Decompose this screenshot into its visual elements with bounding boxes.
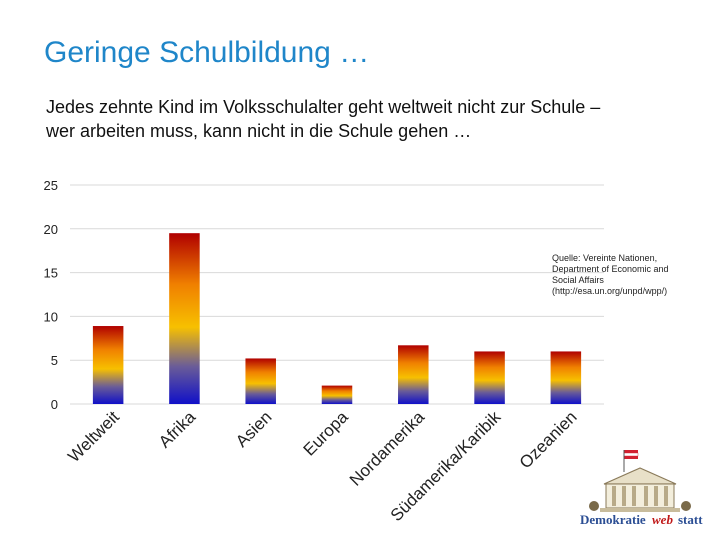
- logo-text-left: Demokratie: [580, 512, 646, 527]
- grid-layer: [70, 184, 604, 405]
- y-tick-label: 15: [44, 266, 58, 281]
- subtitle-line-1: Jedes zehnte Kind im Volksschulalter geh…: [46, 97, 601, 117]
- source-line: Social Affairs: [552, 275, 604, 285]
- bar-layer: [92, 233, 582, 404]
- x-tick-label: Afrika: [155, 407, 200, 452]
- bar-nordamerika: [398, 345, 429, 404]
- source-note: Quelle: Vereinte Nationen, Department of…: [552, 253, 702, 297]
- y-axis-ticks: 0 5 10 15 20 25: [44, 178, 58, 412]
- logo-text-right: statt: [678, 512, 703, 527]
- y-tick-label: 5: [51, 353, 58, 368]
- y-tick-label: 0: [51, 397, 58, 412]
- bar-afrika: [169, 233, 200, 404]
- source-line: (http://esa.un.org/unpd/wpp/): [552, 286, 668, 296]
- source-line: Quelle: Vereinte Nationen,: [552, 253, 658, 263]
- logo-text-mid: web: [652, 512, 673, 527]
- parliament-building-icon: [589, 450, 691, 512]
- x-tick-label: Weltweit: [64, 407, 123, 466]
- x-tick-label: Asien: [232, 407, 276, 451]
- slide-title: Geringe Schulbildung …: [44, 36, 370, 69]
- bar-weltweit: [92, 326, 124, 404]
- x-tick-label: Nordamerika: [346, 407, 429, 490]
- bar-asien: [245, 358, 276, 404]
- bar-südamerika-karibik: [474, 351, 505, 404]
- y-tick-label: 10: [44, 309, 58, 324]
- x-tick-label: Ozeanien: [516, 407, 581, 472]
- subtitle-line-2: wer arbeiten muss, kann nicht in die Sch…: [46, 121, 472, 141]
- slide-subtitle: Jedes zehnte Kind im Volksschulalter geh…: [46, 95, 686, 143]
- bar-ozeanien: [550, 351, 582, 404]
- demokratiewebstatt-logo: Demokratie web statt: [580, 450, 703, 527]
- y-tick-label: 25: [44, 178, 58, 193]
- x-axis-labels: Weltweit Afrika Asien EuropaNordamerikaSüda…: [64, 407, 580, 525]
- source-line: Department of Economic and: [552, 264, 669, 274]
- y-tick-label: 20: [44, 222, 58, 237]
- bar-europa: [321, 385, 353, 404]
- x-tick-label: Europa: [300, 407, 353, 460]
